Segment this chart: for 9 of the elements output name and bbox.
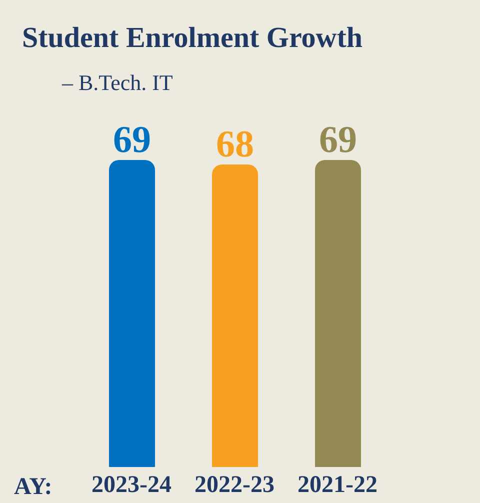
chart-subtitle: – B.Tech. IT <box>62 70 173 96</box>
data-label: 68 <box>216 123 254 166</box>
chart-title: Student Enrolment Growth <box>22 22 363 55</box>
data-label: 69 <box>319 119 357 161</box>
x-tick-label: 2023-24 <box>92 472 172 498</box>
x-tick-label: 2022-23 <box>194 472 274 498</box>
data-label: 69 <box>113 119 151 161</box>
x-axis-title: AY: <box>14 474 52 501</box>
x-tick-label: 2021-22 <box>298 472 378 498</box>
